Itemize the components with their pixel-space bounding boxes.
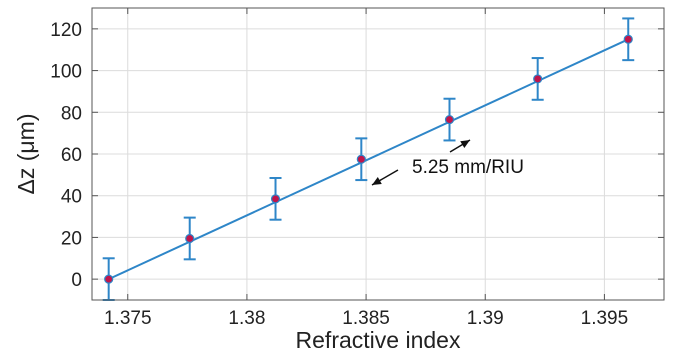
slope-annotation: 5.25 mm/RIU bbox=[371, 139, 524, 186]
fit-line-group bbox=[108, 38, 629, 281]
fit-line bbox=[108, 38, 629, 281]
annotation-arrowhead-down bbox=[372, 177, 382, 185]
y-tick-label-6: 120 bbox=[50, 20, 82, 41]
annotation-text: 5.25 mm/RIU bbox=[412, 157, 524, 178]
y-tick-label-4: 80 bbox=[61, 103, 82, 124]
y-axis-label: Δz (μm) bbox=[13, 114, 39, 195]
y-tick-label-2: 40 bbox=[61, 187, 82, 208]
y-tick-label-5: 100 bbox=[50, 62, 82, 83]
data-point-3 bbox=[356, 154, 366, 164]
y-tick-label-1: 20 bbox=[61, 228, 82, 249]
y-tick-label-3: 60 bbox=[61, 145, 82, 166]
annotation-arrowhead-up bbox=[460, 140, 470, 149]
x-tick-label-2: 1.385 bbox=[342, 308, 390, 329]
y-tick-label-0: 0 bbox=[71, 270, 82, 291]
data-point-2 bbox=[270, 194, 281, 204]
y-ticks: 0 20 40 60 80 100 120 bbox=[50, 20, 664, 291]
x-tick-label-0: 1.375 bbox=[104, 308, 152, 329]
x-tick-label-1: 1.38 bbox=[228, 308, 265, 329]
data-point-5 bbox=[533, 74, 543, 84]
data-point-0 bbox=[104, 274, 114, 284]
x-tick-label-4: 1.395 bbox=[581, 308, 629, 329]
data-points bbox=[104, 34, 633, 284]
x-axis-label: Refractive index bbox=[296, 327, 461, 353]
x-ticks: 1.375 1.38 1.385 1.39 1.395 bbox=[104, 8, 628, 329]
data-point-1 bbox=[185, 233, 195, 244]
data-point-6 bbox=[623, 34, 633, 44]
data-point-4 bbox=[444, 114, 455, 125]
x-tick-label-3: 1.39 bbox=[467, 308, 504, 329]
